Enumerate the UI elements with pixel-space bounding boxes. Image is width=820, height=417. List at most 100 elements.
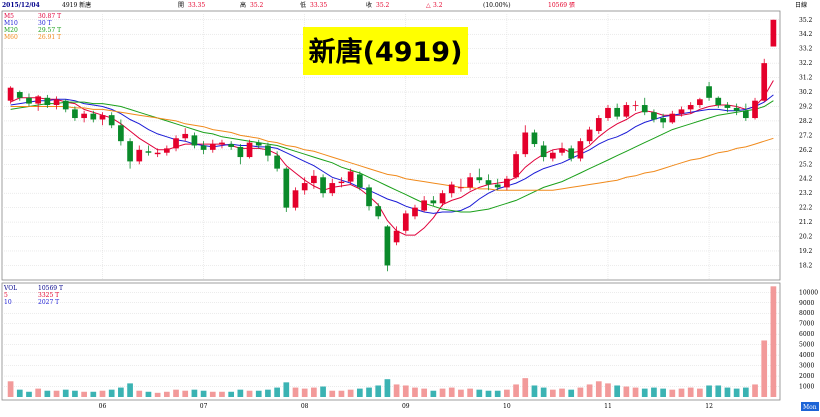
candle bbox=[255, 139, 262, 149]
title-overlay: 新唐(4919) bbox=[303, 27, 468, 75]
candle-body bbox=[494, 184, 501, 188]
date-tick-label: 07 bbox=[200, 403, 208, 410]
legend-vol5-name: 5 bbox=[4, 292, 8, 299]
volume-tick-label: 4000 bbox=[799, 352, 814, 359]
high-value: 35.2 bbox=[250, 2, 264, 9]
volume-bar bbox=[329, 390, 336, 397]
candle bbox=[402, 210, 409, 234]
period-label: 日線 bbox=[795, 1, 807, 9]
candle bbox=[706, 81, 712, 101]
candle-body bbox=[347, 171, 354, 182]
candle-body bbox=[246, 142, 253, 158]
volume-axis: 10000 9000 8000 7000 6000 5000 4000 3000 2000 100… bbox=[799, 289, 818, 390]
candle bbox=[154, 148, 161, 158]
candle-body bbox=[733, 107, 740, 111]
legend-vol10-value: 2027 T bbox=[38, 299, 59, 306]
volume-bar bbox=[559, 388, 565, 397]
legend-vol-name: VOL bbox=[3, 285, 17, 292]
candle bbox=[678, 106, 685, 117]
close-value: 35.2 bbox=[376, 2, 390, 9]
volume-bar bbox=[228, 391, 235, 397]
candle bbox=[366, 184, 372, 211]
candle-body bbox=[430, 200, 437, 204]
volume-legend: VOL 10569 T 5 3325 T 10 2027 T bbox=[3, 285, 63, 306]
candle bbox=[522, 125, 529, 158]
volume-tick-label: 10000 bbox=[799, 289, 818, 296]
price-tick-label: 32.2 bbox=[799, 60, 813, 67]
candle-body bbox=[99, 115, 106, 120]
candle-body bbox=[301, 183, 308, 191]
volume-bar bbox=[246, 390, 253, 397]
volume-bar bbox=[26, 391, 32, 397]
volume-bar bbox=[237, 389, 244, 397]
candle-body bbox=[108, 115, 115, 126]
candle-body bbox=[200, 145, 207, 150]
candle-body bbox=[605, 107, 611, 119]
candle bbox=[375, 203, 382, 220]
low-value: 33.35 bbox=[310, 2, 327, 9]
candle-body bbox=[191, 135, 198, 146]
candle-body bbox=[568, 148, 575, 159]
volume-tick-label: 2000 bbox=[799, 373, 814, 380]
volume-bar bbox=[219, 391, 225, 397]
candle bbox=[559, 142, 565, 156]
volume-bar bbox=[476, 389, 483, 397]
volume-bar bbox=[44, 390, 51, 397]
legend-m60-value: 26.91 T bbox=[38, 34, 61, 41]
candle-body bbox=[660, 118, 666, 123]
candle-body bbox=[375, 206, 382, 217]
candle bbox=[72, 106, 78, 121]
volume-bar bbox=[458, 389, 464, 397]
candle-body bbox=[292, 190, 299, 208]
volume-bar bbox=[430, 390, 437, 397]
volume-bar bbox=[72, 390, 78, 397]
candle bbox=[761, 58, 768, 103]
candle-body bbox=[26, 97, 32, 104]
candle bbox=[118, 119, 124, 146]
price-tick-label: 29.2 bbox=[799, 103, 813, 110]
volume-bar bbox=[531, 385, 538, 397]
price-tick-label: 31.2 bbox=[799, 75, 813, 82]
candle bbox=[209, 139, 216, 153]
candle bbox=[513, 151, 519, 179]
ma-line-m20 bbox=[10, 100, 774, 213]
candle-body bbox=[412, 207, 418, 217]
corner-button[interactable]: Mon bbox=[801, 402, 819, 411]
volume-bar bbox=[568, 389, 575, 397]
candle bbox=[458, 178, 464, 192]
candle-body bbox=[467, 177, 473, 188]
date-tick-label: 11 bbox=[604, 403, 612, 410]
volume-bar bbox=[623, 386, 630, 397]
legend-m20-value: 29.57 T bbox=[38, 27, 61, 34]
candle bbox=[641, 97, 648, 116]
candle bbox=[430, 196, 437, 207]
volume-bar bbox=[733, 388, 740, 397]
volume-bar bbox=[706, 385, 712, 397]
candle bbox=[81, 110, 87, 123]
candle bbox=[494, 178, 501, 191]
date-axis: 06 07 08 09 10 11 12 bbox=[99, 403, 713, 410]
candle bbox=[384, 224, 391, 272]
legend-m10-value: 30 T bbox=[38, 20, 52, 27]
candle bbox=[660, 113, 666, 129]
candle-body bbox=[623, 105, 630, 117]
candle-body bbox=[559, 148, 565, 153]
volume-bar bbox=[605, 383, 611, 397]
candle-body bbox=[16, 92, 23, 98]
candle-body bbox=[595, 118, 602, 132]
volume-bar bbox=[651, 387, 657, 397]
volume-text: 10569 張 bbox=[548, 2, 575, 9]
candle bbox=[651, 109, 657, 123]
volume-bar bbox=[81, 391, 87, 397]
candle-body bbox=[182, 133, 189, 139]
candle bbox=[62, 99, 69, 113]
volume-bar bbox=[504, 389, 510, 397]
volume-tick-label: 1000 bbox=[799, 384, 814, 391]
volume-bar bbox=[577, 387, 584, 397]
candle-body bbox=[283, 168, 290, 208]
low-label: 低 bbox=[300, 1, 306, 9]
candle bbox=[586, 126, 593, 145]
candle bbox=[274, 151, 280, 172]
volume-bar bbox=[62, 389, 69, 397]
